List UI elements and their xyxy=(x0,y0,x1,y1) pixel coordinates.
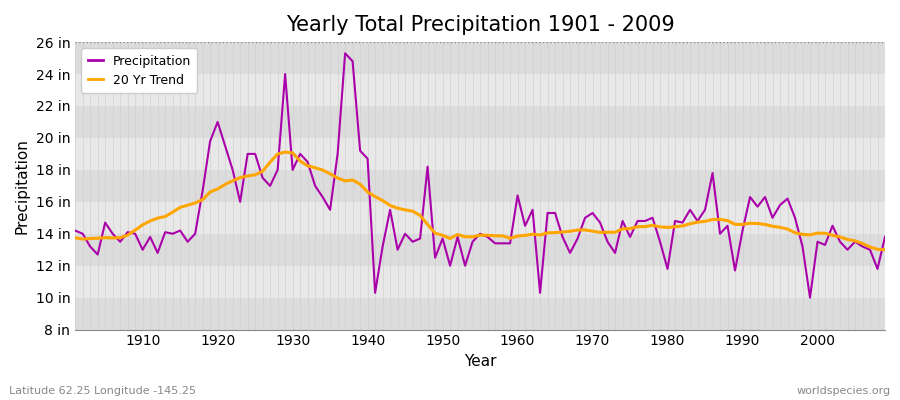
X-axis label: Year: Year xyxy=(464,354,496,369)
Bar xyxy=(76,106,885,138)
Bar xyxy=(76,74,885,106)
Text: worldspecies.org: worldspecies.org xyxy=(796,386,891,396)
Legend: Precipitation, 20 Yr Trend: Precipitation, 20 Yr Trend xyxy=(81,48,197,93)
Y-axis label: Precipitation: Precipitation xyxy=(15,138,30,234)
Text: Latitude 62.25 Longitude -145.25: Latitude 62.25 Longitude -145.25 xyxy=(9,386,196,396)
Bar xyxy=(76,266,885,298)
Bar xyxy=(76,202,885,234)
Bar xyxy=(76,42,885,74)
Bar xyxy=(76,138,885,170)
Bar xyxy=(76,170,885,202)
Bar xyxy=(76,234,885,266)
Bar xyxy=(76,298,885,330)
Title: Yearly Total Precipitation 1901 - 2009: Yearly Total Precipitation 1901 - 2009 xyxy=(285,15,674,35)
